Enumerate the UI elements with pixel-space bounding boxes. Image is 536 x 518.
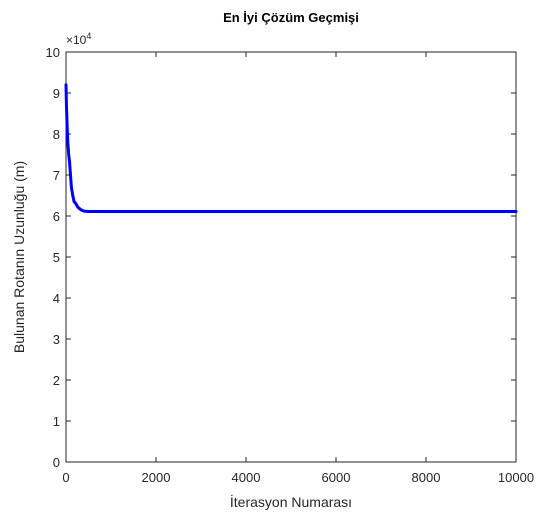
- y-multiplier-base: ×10: [66, 33, 87, 47]
- y-tick-label: 1: [53, 414, 60, 429]
- tick-labels-layer: 0 2000 4000 6000 8000 10000 0 1 2 3 4 5 6 7 8 9 10: [46, 45, 535, 485]
- ticks-layer: [65, 51, 517, 463]
- y-tick-label: 4: [53, 291, 60, 306]
- y-tick-label: 8: [53, 127, 60, 142]
- series-line: [64, 83, 518, 213]
- x-tick-label: 0: [62, 470, 69, 485]
- x-axis-label: İterasyon Numarası: [230, 493, 352, 510]
- x-tick-label: 10000: [498, 470, 534, 485]
- y-tick-label: 3: [53, 332, 60, 347]
- y-tick-label: 0: [53, 455, 60, 470]
- y-tick-label: 7: [53, 168, 60, 183]
- y-tick-label: 6: [53, 209, 60, 224]
- y-multiplier-exponent: 4: [86, 31, 91, 41]
- y-tick-label: 10: [46, 45, 60, 60]
- x-tick-label: 2000: [142, 470, 171, 485]
- y-tick-label: 9: [53, 86, 60, 101]
- y-tick-label: 5: [53, 250, 60, 265]
- x-tick-label: 8000: [412, 470, 441, 485]
- y-tick-label: 2: [53, 373, 60, 388]
- x-tick-label: 6000: [322, 470, 351, 485]
- plot-frame: [65, 51, 517, 463]
- y-axis-label: Bulunan Rotanın Uzunluğu (m): [11, 161, 27, 353]
- x-tick-label: 4000: [232, 470, 261, 485]
- y-multiplier: ×104: [66, 31, 91, 47]
- chart-title: En İyi Çözüm Geçmişi: [223, 10, 359, 25]
